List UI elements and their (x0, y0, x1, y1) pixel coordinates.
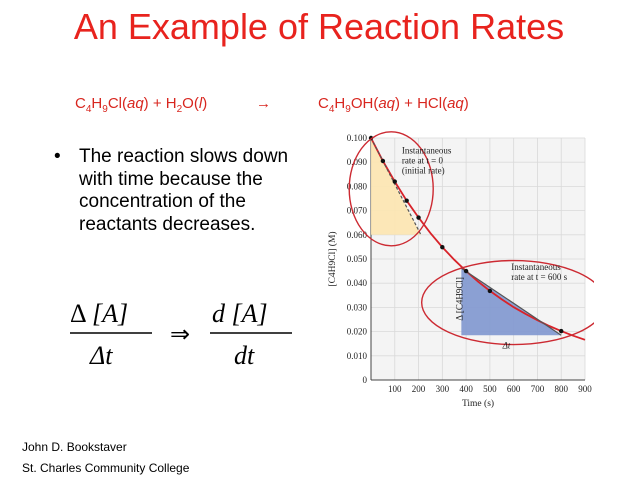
y-tick-label: 0.010 (347, 351, 368, 361)
x-tick-label: 500 (483, 384, 497, 394)
x-tick-label: 100 (388, 384, 402, 394)
delta-conc-label: Δ [C4H9Cl] (455, 277, 465, 321)
tangent-600-line (461, 267, 562, 336)
y-tick-label: 0.060 (347, 230, 368, 240)
rate-formula: Δ [A] Δt ⇒ d [A] dt (70, 299, 292, 370)
data-point (392, 179, 397, 184)
y-tick-label: 0.030 (347, 302, 368, 312)
delta-t-label: Δt (502, 341, 511, 351)
y-tick-label: 0.100 (347, 133, 368, 143)
implies-symbol: ⇒ (170, 320, 190, 348)
data-point (559, 328, 564, 334)
y-tick-label: 0.040 (347, 278, 368, 288)
y-tick-label: 0.020 (347, 327, 368, 337)
formula-dt: dt (234, 341, 255, 370)
data-point (404, 198, 409, 203)
initial-rate-highlight (348, 131, 434, 247)
data-point (487, 288, 493, 294)
data-point (463, 268, 469, 274)
concentration-time-chart: 0 0.010 0.020 0.030 0.040 0.050 0.060 0.070 0.08… (327, 131, 594, 409)
initial-rate-annotation: rate at t = 0 (402, 156, 444, 166)
formula-delta-t: Δt (89, 341, 113, 370)
formula-dA: d [A] (212, 299, 268, 328)
rate-600-highlight (420, 259, 594, 346)
rate-600-triangle (461, 268, 562, 336)
rate-600-annotation: Instantaneous (511, 262, 561, 272)
college-name: St. Charles Community College (22, 461, 190, 475)
bullet-point: • The reaction slows down with time beca… (54, 146, 309, 236)
x-tick-label: 900 (578, 384, 592, 394)
y-tick-label: 0.090 (347, 157, 368, 167)
x-tick-label: 600 (507, 384, 521, 394)
x-tick-label: 300 (436, 384, 450, 394)
author-name: John D. Bookstaver (22, 440, 127, 454)
bullet-icon: • (54, 146, 61, 167)
y-axis-label: [C4H9Cl] (M) (327, 231, 338, 286)
formula-delta: Δ (70, 299, 87, 328)
x-tick-label: 700 (531, 384, 545, 394)
y-tick-label: 0.080 (347, 181, 368, 191)
reaction-arrow: → (256, 95, 271, 112)
y-tick-label: 0 (363, 375, 368, 385)
slide-title: An Example of Reaction Rates (73, 6, 565, 47)
reaction-products: C4H9OH(aq) + HCl(aq) (318, 95, 469, 115)
rate-600-annotation: rate at t = 600 s (511, 272, 567, 282)
y-tick-label: 0.050 (347, 254, 368, 264)
formula-conc: [A] (92, 299, 128, 328)
initial-rate-triangle (371, 138, 421, 235)
y-tick-label: 0.070 (347, 206, 368, 216)
data-point (380, 158, 386, 164)
data-point (416, 215, 421, 220)
initial-rate-annotation: Instantaneous (402, 146, 452, 156)
x-axis-label: Time (s) (462, 398, 494, 409)
data-point (440, 244, 445, 250)
initial-rate-annotation: (initial rate) (402, 166, 445, 176)
x-tick-label: 200 (412, 384, 426, 394)
initial-tangent-line (370, 137, 422, 236)
bullet-text: The reaction slows down with time becaus… (79, 146, 289, 235)
x-tick-label: 800 (554, 384, 568, 394)
reaction-reactants: C4H9Cl(aq) + H2O(l) (75, 95, 208, 115)
x-tick-label: 400 (459, 384, 473, 394)
